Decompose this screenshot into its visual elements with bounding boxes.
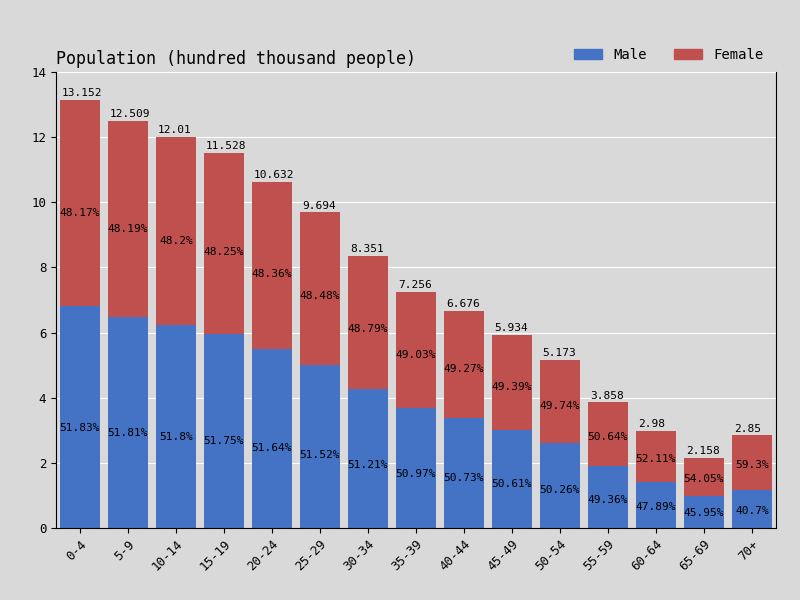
- Text: 48.36%: 48.36%: [252, 269, 292, 279]
- Text: 49.36%: 49.36%: [588, 495, 628, 505]
- Bar: [539, 443, 580, 528]
- Bar: [491, 430, 533, 528]
- Text: 50.73%: 50.73%: [444, 473, 484, 484]
- Text: 45.95%: 45.95%: [684, 508, 724, 518]
- Text: 49.03%: 49.03%: [396, 350, 436, 361]
- Text: 2.85: 2.85: [734, 424, 761, 434]
- Bar: [155, 137, 196, 325]
- Bar: [204, 334, 245, 528]
- Text: 7.256: 7.256: [398, 280, 432, 290]
- Bar: [539, 359, 580, 443]
- Bar: [204, 152, 245, 334]
- Bar: [348, 389, 389, 528]
- Text: 3.858: 3.858: [590, 391, 624, 401]
- Text: 12.509: 12.509: [110, 109, 150, 119]
- Text: 5.934: 5.934: [494, 323, 528, 333]
- Text: 6.676: 6.676: [446, 299, 480, 309]
- Text: 48.17%: 48.17%: [60, 208, 100, 218]
- Text: 49.74%: 49.74%: [540, 401, 580, 410]
- Bar: [731, 490, 772, 528]
- Text: 51.83%: 51.83%: [60, 423, 100, 433]
- Bar: [300, 365, 341, 528]
- Bar: [635, 482, 676, 528]
- Text: 48.2%: 48.2%: [159, 236, 193, 245]
- Text: 51.75%: 51.75%: [204, 436, 244, 446]
- Bar: [107, 317, 148, 528]
- Text: 51.8%: 51.8%: [159, 432, 193, 442]
- Bar: [731, 435, 772, 490]
- Text: 8.351: 8.351: [350, 244, 384, 254]
- Text: 48.25%: 48.25%: [204, 247, 244, 257]
- Bar: [348, 256, 389, 389]
- Text: 49.27%: 49.27%: [444, 364, 484, 374]
- Text: Population (hundred thousand people): Population (hundred thousand people): [56, 50, 416, 68]
- Text: 5.173: 5.173: [542, 348, 576, 358]
- Text: 59.3%: 59.3%: [735, 460, 769, 470]
- Bar: [155, 325, 196, 528]
- Bar: [59, 100, 101, 306]
- Bar: [491, 335, 533, 430]
- Text: 2.158: 2.158: [686, 446, 720, 456]
- Legend: Male, Female: Male, Female: [569, 43, 769, 68]
- Text: 51.21%: 51.21%: [348, 460, 388, 470]
- Text: 51.81%: 51.81%: [108, 428, 148, 438]
- Text: 11.528: 11.528: [206, 141, 246, 151]
- Bar: [107, 121, 148, 317]
- Bar: [300, 212, 341, 365]
- Bar: [635, 431, 676, 482]
- Text: 51.52%: 51.52%: [300, 450, 340, 460]
- Bar: [252, 349, 293, 528]
- Text: 54.05%: 54.05%: [684, 473, 724, 484]
- Text: 50.97%: 50.97%: [396, 469, 436, 479]
- Bar: [443, 311, 485, 418]
- Bar: [683, 458, 724, 496]
- Bar: [252, 182, 293, 349]
- Text: 51.64%: 51.64%: [252, 443, 292, 452]
- Text: 48.79%: 48.79%: [348, 324, 388, 334]
- Bar: [396, 292, 437, 407]
- Text: 49.39%: 49.39%: [492, 382, 532, 392]
- Bar: [59, 306, 101, 528]
- Text: 50.26%: 50.26%: [540, 485, 580, 495]
- Bar: [443, 418, 485, 528]
- Bar: [587, 403, 628, 466]
- Bar: [683, 496, 724, 528]
- Text: 47.89%: 47.89%: [636, 502, 676, 512]
- Text: 13.152: 13.152: [62, 88, 102, 98]
- Text: 52.11%: 52.11%: [636, 454, 676, 464]
- Text: 12.01: 12.01: [158, 125, 192, 135]
- Text: 48.19%: 48.19%: [108, 224, 148, 233]
- Bar: [587, 466, 628, 528]
- Bar: [396, 407, 437, 528]
- Text: 2.98: 2.98: [638, 419, 665, 430]
- Text: 48.48%: 48.48%: [300, 292, 340, 301]
- Text: 50.61%: 50.61%: [492, 479, 532, 489]
- Text: 10.632: 10.632: [254, 170, 294, 180]
- Text: 9.694: 9.694: [302, 200, 336, 211]
- Text: 40.7%: 40.7%: [735, 506, 769, 516]
- Text: 50.64%: 50.64%: [588, 433, 628, 442]
